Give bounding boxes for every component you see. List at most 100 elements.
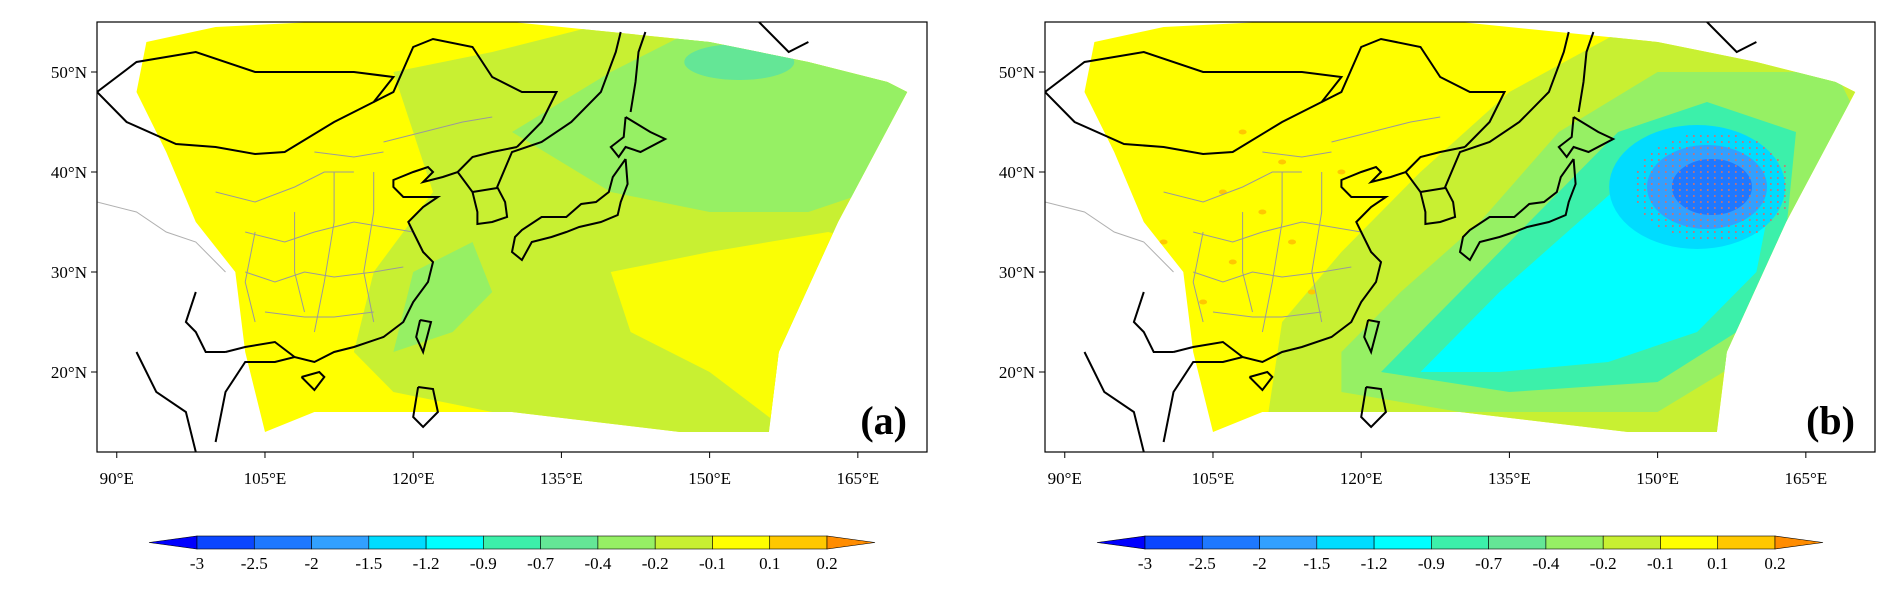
border-line [1420, 187, 1446, 193]
stipple-dot [1762, 213, 1765, 215]
border-line [472, 187, 498, 193]
stipple-dot [1713, 141, 1716, 143]
stipple-dot [1678, 189, 1681, 191]
positive-speckle [1258, 209, 1267, 215]
stipple-dot [1664, 183, 1667, 185]
stipple-dot [1706, 159, 1709, 161]
stipple-dot [1748, 159, 1751, 161]
stipple-dot [1685, 237, 1688, 239]
stipple-dot [1657, 147, 1660, 149]
stipple-dot [1671, 171, 1674, 173]
stipple-dot [1755, 183, 1758, 185]
coastline [1458, 158, 1577, 262]
stipple-dot [1706, 225, 1709, 227]
colorbar-label: -3 [190, 554, 204, 573]
stipple-dot [1643, 177, 1646, 179]
stipple-dot [1685, 171, 1688, 173]
colorbar-label: -1.2 [1361, 554, 1388, 573]
stipple-dot [1713, 171, 1716, 173]
stipple-dot [1692, 207, 1695, 209]
stipple-dot [1706, 135, 1709, 137]
colorbar-label: 0.2 [1764, 554, 1785, 573]
colorbar-box [1545, 535, 1604, 550]
colorbar-box [597, 535, 656, 550]
stipple-dot [1734, 225, 1737, 227]
province-boundaries [215, 116, 493, 333]
stipple-dot [1741, 213, 1744, 215]
stipple-dot [1727, 213, 1730, 215]
stipple-dot [1727, 201, 1730, 203]
stipple-dot [1720, 177, 1723, 179]
stipple-dot [1671, 225, 1674, 227]
stipple-dot [1678, 201, 1681, 203]
province-line [1212, 311, 1322, 318]
colorbar-label: -2.5 [241, 554, 268, 573]
stipple-dot [1762, 159, 1765, 161]
stipple-dot [1720, 141, 1723, 143]
stipple-dot [1727, 153, 1730, 155]
stipple-dot [1650, 183, 1653, 185]
colorbar-label: 0.1 [759, 554, 780, 573]
stipple-dot [1713, 177, 1716, 179]
stipple-dot [1643, 195, 1646, 197]
colorbar-triangle-high [1774, 535, 1824, 550]
stipple-dot [1685, 135, 1688, 137]
stipple-dot [1769, 171, 1772, 173]
stipple-dot [1720, 201, 1723, 203]
province-boundaries [1163, 116, 1441, 333]
colorbar-box [1144, 535, 1203, 550]
map-panel-a: 50°N 40°N 30°N 20°N 90°E 105°E 120°E 135°E 150°E… [0, 0, 948, 598]
stipple-dot [1685, 159, 1688, 161]
lon-label: 105°E [244, 469, 287, 488]
lon-label: 165°E [836, 469, 879, 488]
lon-label: 120°E [392, 469, 435, 488]
stipple-dot [1720, 147, 1723, 149]
stipple-dot [1678, 195, 1681, 197]
stipple-dot [1713, 201, 1716, 203]
lat-label: 40°N [999, 163, 1035, 182]
coastlines [1083, 22, 1757, 452]
colorbar-box [425, 535, 484, 550]
stipple-dot [1650, 153, 1653, 155]
province-line [314, 151, 384, 158]
border-line [1173, 340, 1244, 358]
stipple-dot [1643, 207, 1646, 209]
stipple-dot [1636, 183, 1639, 185]
stipple-dot [1678, 141, 1681, 143]
stipple-dot [1720, 189, 1723, 191]
stipple-dot [1755, 231, 1758, 233]
stipple-dot [1650, 213, 1653, 215]
province-line [1193, 221, 1362, 243]
lon-label: 90°E [1048, 469, 1082, 488]
stipple-dot [1685, 225, 1688, 227]
stipple-dot [1706, 195, 1709, 197]
colorbar-label: -3 [1138, 554, 1152, 573]
stipple-dot [1727, 135, 1730, 137]
stipple-dot [1664, 147, 1667, 149]
stipple-dot [1762, 189, 1765, 191]
stipple-dot [1692, 159, 1695, 161]
stipple-dot [1713, 219, 1716, 221]
colorbar-box [1373, 535, 1432, 550]
border-line [1404, 146, 1466, 173]
colorbar-label: -0.7 [1475, 554, 1502, 573]
stipple-dot [1748, 147, 1751, 149]
colorbar-box [1660, 535, 1719, 550]
stipple-dot [1734, 237, 1737, 239]
border-line-west [1045, 201, 1174, 273]
stipple-dot [1776, 189, 1779, 191]
stipple-dot [1748, 231, 1751, 233]
stipple-dot [1713, 189, 1716, 191]
stipple-dot [1783, 177, 1786, 179]
stipple-dot [1671, 177, 1674, 179]
stipple-dot [1706, 213, 1709, 215]
stipple-dot [1762, 153, 1765, 155]
stipple-dot [1643, 171, 1646, 173]
stipple-dot [1699, 141, 1702, 143]
stipple-dot [1692, 225, 1695, 227]
stipple-dot [1748, 219, 1751, 221]
stipple-dot [1671, 153, 1674, 155]
colorbar-box [1259, 535, 1318, 550]
stipple-dot [1664, 225, 1667, 227]
lon-label: 105°E [1192, 469, 1235, 488]
